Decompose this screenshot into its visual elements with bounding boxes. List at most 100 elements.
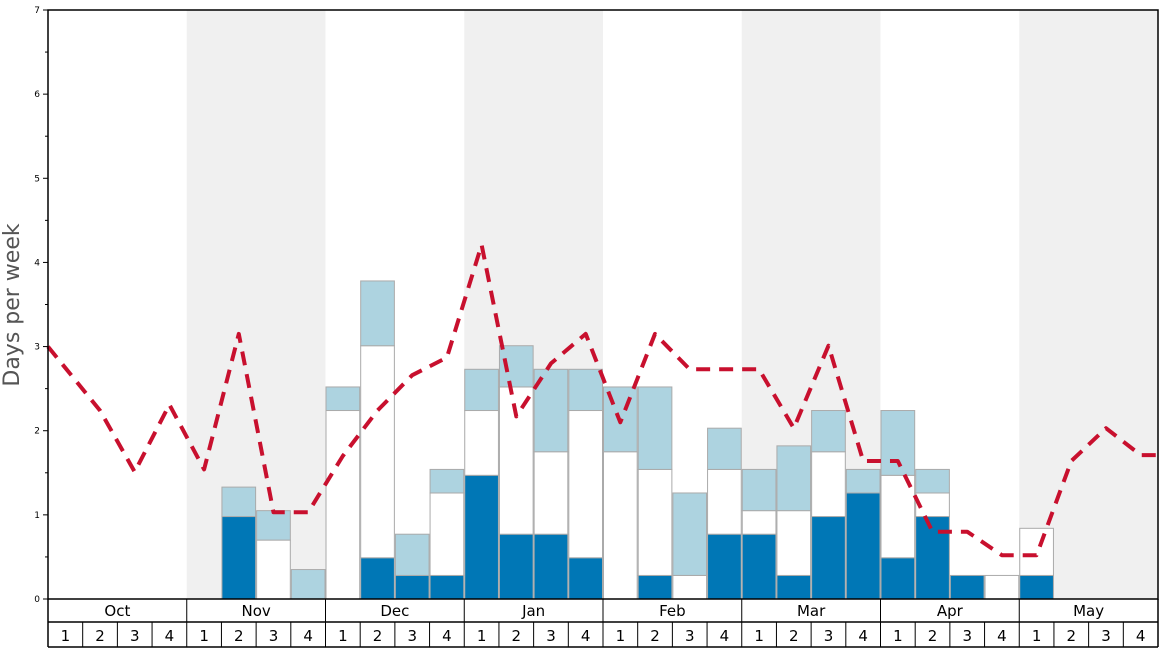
- month-label: Mar: [797, 602, 826, 620]
- week-label: 3: [546, 627, 556, 645]
- bar-segment-light: [915, 468, 950, 494]
- bar-segment-dark: [498, 533, 534, 600]
- y-tick-label: 0: [34, 595, 40, 605]
- bar-series: [221, 280, 1054, 600]
- bar-segment-dark: [533, 533, 569, 600]
- bar-segment-dark: [880, 557, 916, 600]
- week-label: 3: [130, 627, 140, 645]
- bar-segment-middle: [672, 574, 708, 600]
- y-tick-label: 2: [34, 427, 40, 437]
- week-label: 2: [373, 627, 383, 645]
- month-label: Oct: [104, 602, 130, 620]
- week-label: 4: [303, 627, 313, 645]
- week-label: 1: [61, 627, 71, 645]
- week-label: 4: [720, 627, 730, 645]
- week-label: 1: [893, 627, 903, 645]
- line-series: [46, 242, 1158, 558]
- week-label: 3: [407, 627, 417, 645]
- bar-segment-light: [707, 427, 742, 470]
- bar-segment-light: [290, 569, 326, 600]
- bar-segment-dark: [429, 574, 465, 600]
- week-label: 4: [442, 627, 452, 645]
- y-tick-label: 7: [34, 6, 40, 16]
- bar-segment-light: [360, 280, 395, 347]
- y-axis: 0 1 2 3 4 5 6 7: [34, 6, 48, 605]
- week-label: 1: [477, 627, 487, 645]
- month-label: Jan: [521, 602, 545, 620]
- week-label: 2: [234, 627, 244, 645]
- bar-segment-light: [637, 386, 673, 470]
- bar-segment-middle: [776, 510, 812, 576]
- bar-segment-dark: [915, 516, 950, 600]
- bar-segment-dark: [845, 492, 881, 600]
- week-label: 3: [269, 627, 279, 645]
- week-label: 2: [95, 627, 105, 645]
- week-label: 1: [1032, 627, 1042, 645]
- month-label: Nov: [241, 602, 270, 620]
- y-tick-label: 6: [34, 90, 40, 100]
- month-label: Dec: [380, 602, 409, 620]
- bar-segment-middle: [880, 474, 916, 559]
- bar-segment-dark: [707, 533, 742, 600]
- week-label: 2: [928, 627, 938, 645]
- week-label: 2: [789, 627, 799, 645]
- week-label: 1: [199, 627, 209, 645]
- series-line: [46, 242, 1158, 558]
- bar-segment-dark: [464, 474, 499, 600]
- week-label: 2: [1067, 627, 1077, 645]
- bar-segment-light: [741, 468, 777, 512]
- bar-segment-middle: [429, 492, 465, 576]
- x-axis: Oct 1 2 3 4 Nov 1 2 3 4 Dec 1 2 3 4 Jan 1 2 3 4 Feb 1 2 3 4 Mar 1 2…: [47, 599, 1159, 648]
- week-label: 4: [1136, 627, 1146, 645]
- week-label: 2: [512, 627, 522, 645]
- week-label: 4: [581, 627, 591, 645]
- bar-segment-middle: [464, 410, 499, 476]
- month-shade-band: [1019, 10, 1158, 599]
- month-label: May: [1073, 602, 1104, 620]
- bar-segment-light: [568, 368, 603, 412]
- week-label: 1: [338, 627, 348, 645]
- week-label: 1: [754, 627, 764, 645]
- bar-segment-middle: [360, 345, 395, 559]
- bar-segment-middle: [811, 451, 846, 518]
- week-label: 4: [165, 627, 175, 645]
- bar-segment-dark: [949, 574, 985, 600]
- bar-segment-light: [429, 468, 465, 494]
- bar-segment-dark: [776, 574, 812, 600]
- week-label: 3: [685, 627, 695, 645]
- bar-segment-light: [464, 368, 499, 412]
- y-tick-label: 5: [34, 174, 40, 184]
- bar-segment-light: [256, 510, 291, 541]
- bar-segment-light: [672, 492, 708, 576]
- bar-segment-dark: [360, 557, 395, 600]
- bar-segment-middle: [707, 468, 742, 535]
- y-tick-label: 4: [34, 258, 40, 268]
- bar-segment-middle: [568, 410, 603, 559]
- week-label: 2: [650, 627, 660, 645]
- bar-segment-dark: [1019, 574, 1054, 600]
- month-label: Feb: [659, 602, 686, 620]
- month-label: Apr: [937, 602, 964, 620]
- bar-segment-light: [845, 468, 881, 494]
- bar-segment-light: [221, 486, 257, 518]
- bar-segment-middle: [741, 510, 777, 535]
- bar-segment-light: [811, 410, 846, 453]
- bar-segment-dark: [221, 516, 257, 600]
- bar-segment-middle: [256, 539, 291, 600]
- bar-segment-middle: [1019, 527, 1054, 576]
- week-label: 4: [997, 627, 1007, 645]
- week-label: 1: [616, 627, 626, 645]
- bar-segment-dark: [637, 574, 673, 600]
- y-axis-title: Days per week: [0, 223, 25, 386]
- bar-segment-middle: [603, 451, 638, 600]
- week-label: 4: [858, 627, 868, 645]
- y-tick-label: 1: [34, 511, 40, 521]
- bar-segment-dark: [811, 516, 846, 600]
- week-label: 3: [962, 627, 972, 645]
- bar-segment-middle: [637, 468, 673, 576]
- week-label: 3: [1101, 627, 1111, 645]
- y-tick-label: 3: [34, 343, 40, 353]
- bar-segment-light: [325, 386, 361, 412]
- week-label: 3: [824, 627, 834, 645]
